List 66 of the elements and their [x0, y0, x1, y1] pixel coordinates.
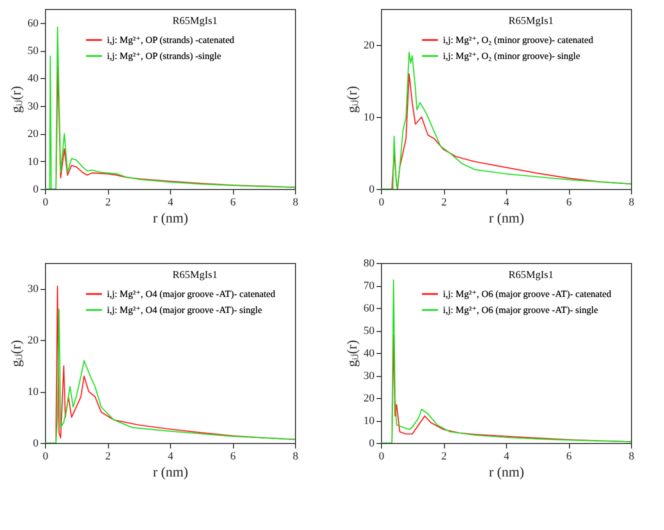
legend-label: i,j: Mg²⁺, O6 (major groove -AT)- catenated	[443, 290, 612, 300]
y-tick-label: 0	[369, 184, 375, 196]
y-tick-label: 60	[28, 17, 39, 30]
y-tick-label: 10	[28, 386, 39, 398]
y-tick-label: 0	[369, 438, 375, 450]
x-axis-title: r (nm)	[152, 212, 189, 226]
y-axis-title: gᵢⱼ(r)	[346, 340, 360, 367]
y-tick-label: 10	[28, 156, 39, 168]
x-tick-label: 4	[504, 196, 510, 208]
y-tick-label: 60	[364, 302, 375, 314]
annotation: R65MgIs1	[508, 270, 554, 281]
legend-label: i,j: Mg²⁺, O6 (major groove -AT)- single	[443, 306, 598, 316]
x-tick-label: 6	[230, 450, 236, 462]
y-tick-label: 10	[364, 112, 375, 124]
legend-label: i,j: Mg²⁺, O4 (major groove -AT)- catenated	[107, 290, 276, 300]
y-tick-label: 40	[28, 72, 39, 85]
y-tick-label: 30	[364, 370, 375, 382]
y-tick-label: 50	[28, 45, 39, 58]
y-tick-label: 20	[28, 128, 39, 140]
x-tick-label: 8	[628, 196, 635, 208]
y-tick-label: 70	[364, 280, 375, 292]
x-tick-label: 2	[441, 450, 447, 462]
x-tick-label: 4	[168, 450, 174, 462]
legend-label: i,j: Mg²⁺, OP (strands) -single	[107, 52, 222, 62]
x-axis-title: r (nm)	[488, 212, 525, 226]
y-tick-label: 10	[364, 415, 375, 427]
x-tick-label: 0	[378, 450, 385, 462]
y-tick-label: 30	[28, 100, 39, 112]
x-tick-label: 2	[105, 450, 111, 462]
line-series	[381, 52, 631, 189]
y-tick-label: 80	[364, 258, 375, 270]
y-tick-label: 30	[28, 283, 39, 296]
y-tick-label: 20	[364, 392, 375, 404]
x-tick-label: 6	[566, 450, 572, 462]
y-tick-label: 40	[364, 348, 375, 360]
y-tick-label: 20	[364, 40, 375, 52]
x-tick-label: 8	[628, 450, 635, 462]
annotation: R65MgIs1	[172, 16, 218, 27]
y-tick-label: 20	[28, 334, 39, 347]
y-tick-label: 0	[33, 438, 39, 450]
y-axis-title: gᵢⱼ(r)	[10, 86, 24, 113]
legend-label: i,j: Mg²⁺, OP (strands) -catenated	[107, 36, 235, 46]
x-tick-label: 0	[42, 450, 49, 462]
line-series	[45, 26, 295, 189]
x-tick-label: 6	[566, 196, 572, 208]
y-axis-title: gᵢⱼ(r)	[10, 340, 24, 367]
y-tick-label: 0	[33, 184, 39, 196]
line-series	[381, 279, 631, 443]
annotation: R65MgIs1	[508, 16, 554, 27]
x-tick-label: 2	[105, 196, 111, 208]
legend-label: i,j: Mg²⁺, O4 (major groove -AT)- single	[107, 306, 262, 316]
x-tick-label: 8	[292, 450, 299, 462]
x-tick-label: 2	[441, 196, 447, 208]
y-axis-title: gᵢⱼ(r)	[346, 86, 360, 113]
x-axis-title: r (nm)	[488, 466, 525, 480]
annotation: R65MgIs1	[172, 270, 218, 281]
x-tick-label: 4	[504, 450, 510, 462]
x-tick-label: 0	[378, 196, 385, 208]
x-tick-label: 0	[42, 196, 49, 208]
x-tick-label: 4	[168, 196, 174, 208]
x-tick-label: 6	[230, 196, 236, 208]
legend-label: i,j: Mg²⁺, O₂ (minor groove)- single	[443, 52, 580, 62]
legend-label: i,j: Mg²⁺, O₂ (minor groove)- catenated	[443, 36, 594, 46]
y-tick-label: 50	[364, 325, 375, 337]
x-axis-title: r (nm)	[152, 466, 189, 480]
x-tick-label: 8	[292, 196, 299, 208]
